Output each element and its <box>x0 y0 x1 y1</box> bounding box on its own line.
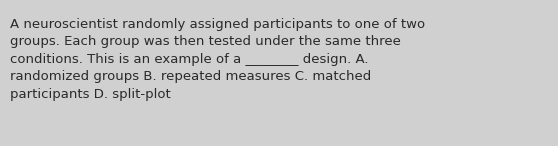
Text: A neuroscientist randomly assigned participants to one of two
groups. Each group: A neuroscientist randomly assigned parti… <box>10 18 425 100</box>
